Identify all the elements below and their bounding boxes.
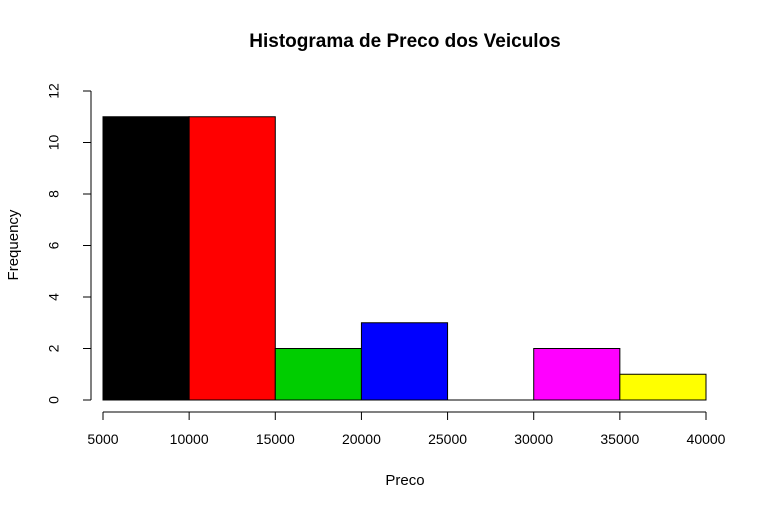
bar-35000-40000 xyxy=(619,373,707,401)
x-tick-label: 20000 xyxy=(342,431,381,447)
bars-group xyxy=(102,116,707,401)
y-tick-label: 8 xyxy=(46,190,62,198)
x-tick-label: 40000 xyxy=(687,431,726,447)
x-tick-label: 5000 xyxy=(87,431,118,447)
x-tick-label: 25000 xyxy=(428,431,467,447)
x-tick-label: 10000 xyxy=(170,431,209,447)
x-tick-label: 35000 xyxy=(600,431,639,447)
bar-10000-15000 xyxy=(188,116,276,401)
x-tick-label: 30000 xyxy=(514,431,553,447)
bar-5000-10000 xyxy=(102,116,190,401)
y-tick-label: 2 xyxy=(46,344,62,352)
bar-30000-35000 xyxy=(533,348,621,401)
x-axis-label: Preco xyxy=(385,472,424,489)
bar-15000-20000 xyxy=(274,348,362,401)
y-axis: 0 2 4 6 8 10 12 xyxy=(46,83,92,404)
y-tick-label: 6 xyxy=(46,241,62,249)
y-tick-label: 12 xyxy=(46,83,62,99)
bar-20000-25000 xyxy=(360,322,449,401)
y-axis-label: Frequency xyxy=(5,209,22,280)
y-tick-label: 4 xyxy=(46,293,62,301)
x-tick-label: 15000 xyxy=(256,431,295,447)
y-tick-label: 0 xyxy=(46,396,62,404)
x-axis: 5000 10000 15000 20000 25000 30000 35000 40000 xyxy=(87,411,726,447)
y-tick-label: 10 xyxy=(46,135,62,151)
chart-title: Histograma de Preco dos Veiculos xyxy=(249,31,561,52)
